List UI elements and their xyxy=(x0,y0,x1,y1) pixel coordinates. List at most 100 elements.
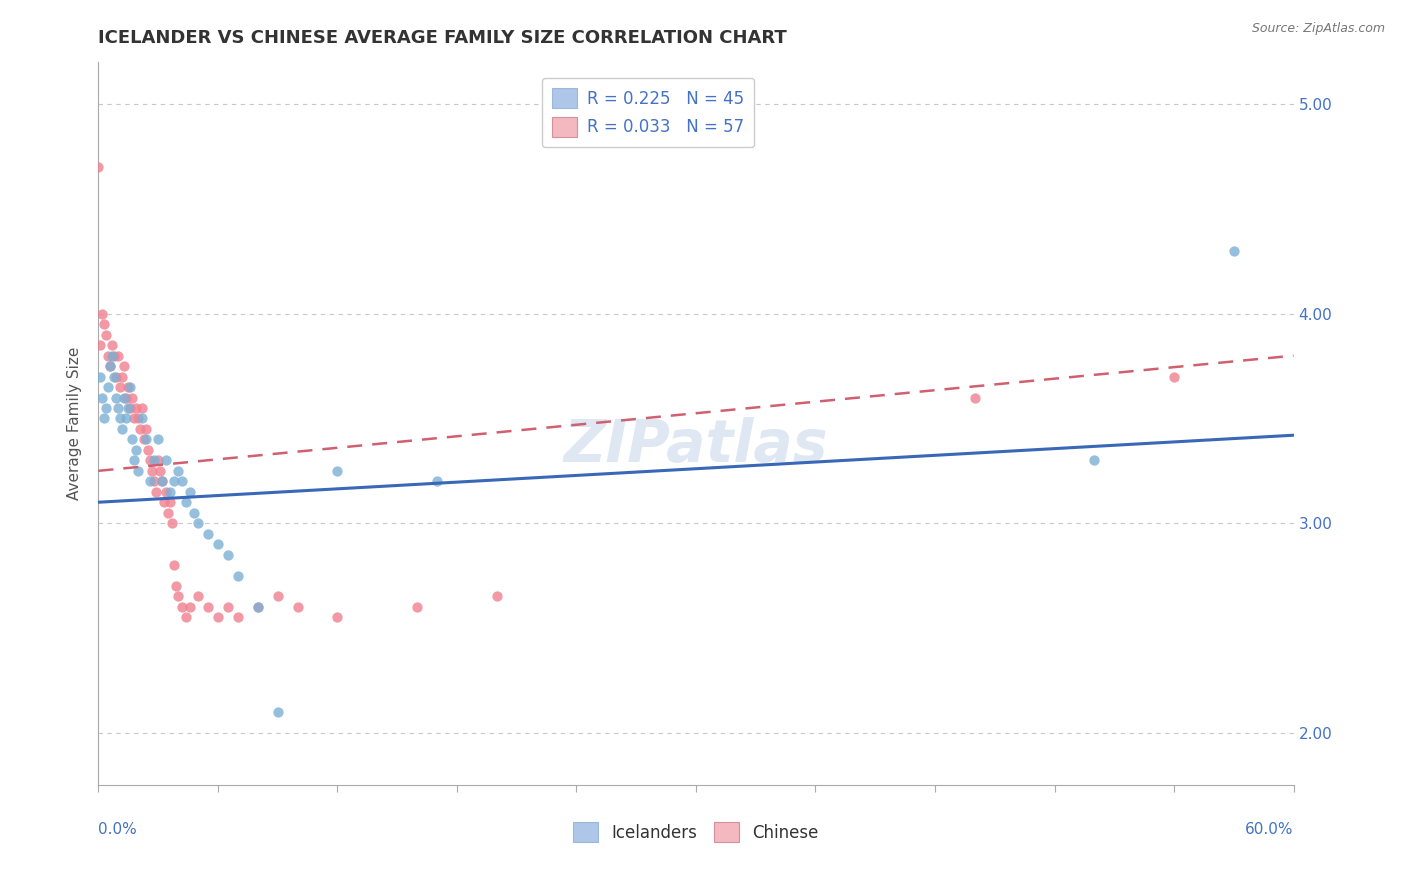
Point xyxy=(165,579,187,593)
Point xyxy=(159,495,181,509)
Point xyxy=(174,610,197,624)
Point xyxy=(163,475,186,489)
Point xyxy=(207,537,229,551)
Point xyxy=(131,401,153,415)
Point xyxy=(87,160,110,174)
Legend: Icelanders, Chinese: Icelanders, Chinese xyxy=(567,815,825,849)
Point xyxy=(134,433,156,447)
Point xyxy=(125,401,148,415)
Point xyxy=(163,558,186,572)
Point xyxy=(406,599,429,614)
Point xyxy=(112,359,135,373)
Point xyxy=(145,484,167,499)
Point xyxy=(111,369,134,384)
Point xyxy=(217,599,239,614)
Point xyxy=(98,359,122,373)
Point xyxy=(963,391,986,405)
Text: 0.0%: 0.0% xyxy=(98,822,138,837)
Point xyxy=(187,516,209,531)
Point xyxy=(160,516,183,531)
Point xyxy=(105,391,128,405)
Point xyxy=(267,705,290,719)
Point xyxy=(179,599,201,614)
Point xyxy=(97,380,120,394)
Point xyxy=(159,484,181,499)
Point xyxy=(153,495,176,509)
Point xyxy=(287,599,309,614)
Point xyxy=(120,380,142,394)
Point xyxy=(110,411,132,425)
Point xyxy=(426,475,449,489)
Text: Source: ZipAtlas.com: Source: ZipAtlas.com xyxy=(1251,22,1385,36)
Point xyxy=(103,349,125,363)
Point xyxy=(117,380,139,394)
Point xyxy=(93,411,115,425)
Point xyxy=(107,401,129,415)
Point xyxy=(91,307,114,321)
Point xyxy=(167,464,190,478)
Point xyxy=(139,475,162,489)
Text: ZIPatlas: ZIPatlas xyxy=(564,417,828,474)
Text: ICELANDER VS CHINESE AVERAGE FAMILY SIZE CORRELATION CHART: ICELANDER VS CHINESE AVERAGE FAMILY SIZE… xyxy=(98,29,787,47)
Point xyxy=(117,401,139,415)
Point xyxy=(150,475,173,489)
Point xyxy=(187,590,209,604)
Point xyxy=(226,568,249,582)
Point xyxy=(174,495,197,509)
Point xyxy=(107,349,129,363)
Point xyxy=(115,391,138,405)
Point xyxy=(246,599,269,614)
Point xyxy=(121,433,143,447)
Point xyxy=(89,338,111,352)
Point xyxy=(155,484,177,499)
Point xyxy=(141,464,163,478)
Point xyxy=(111,422,134,436)
Point xyxy=(326,464,349,478)
Point xyxy=(93,317,115,331)
Point xyxy=(97,349,120,363)
Point xyxy=(101,338,124,352)
Point xyxy=(143,475,166,489)
Point xyxy=(1223,244,1246,258)
Point xyxy=(217,548,239,562)
Point xyxy=(149,464,172,478)
Point xyxy=(121,391,143,405)
Point xyxy=(135,422,157,436)
Point xyxy=(120,401,142,415)
Point xyxy=(197,526,219,541)
Y-axis label: Average Family Size: Average Family Size xyxy=(67,347,83,500)
Point xyxy=(129,422,152,436)
Point xyxy=(155,453,177,467)
Point xyxy=(179,484,201,499)
Point xyxy=(197,599,219,614)
Point xyxy=(125,442,148,457)
Point xyxy=(267,590,290,604)
Point xyxy=(127,411,149,425)
Point xyxy=(148,453,170,467)
Point xyxy=(485,590,508,604)
Point xyxy=(183,506,205,520)
Point xyxy=(167,590,190,604)
Point xyxy=(96,401,118,415)
Point xyxy=(172,475,194,489)
Point xyxy=(115,411,138,425)
Point xyxy=(131,411,153,425)
Point xyxy=(1083,453,1105,467)
Point xyxy=(139,453,162,467)
Point xyxy=(157,506,180,520)
Point xyxy=(226,610,249,624)
Point xyxy=(1163,369,1185,384)
Point xyxy=(326,610,349,624)
Point xyxy=(150,475,173,489)
Point xyxy=(127,464,149,478)
Point xyxy=(101,349,124,363)
Point xyxy=(135,433,157,447)
Point xyxy=(124,411,146,425)
Point xyxy=(124,453,146,467)
Point xyxy=(112,391,135,405)
Point xyxy=(172,599,194,614)
Text: 60.0%: 60.0% xyxy=(1246,822,1294,837)
Point xyxy=(105,369,128,384)
Point xyxy=(148,433,170,447)
Point xyxy=(103,369,125,384)
